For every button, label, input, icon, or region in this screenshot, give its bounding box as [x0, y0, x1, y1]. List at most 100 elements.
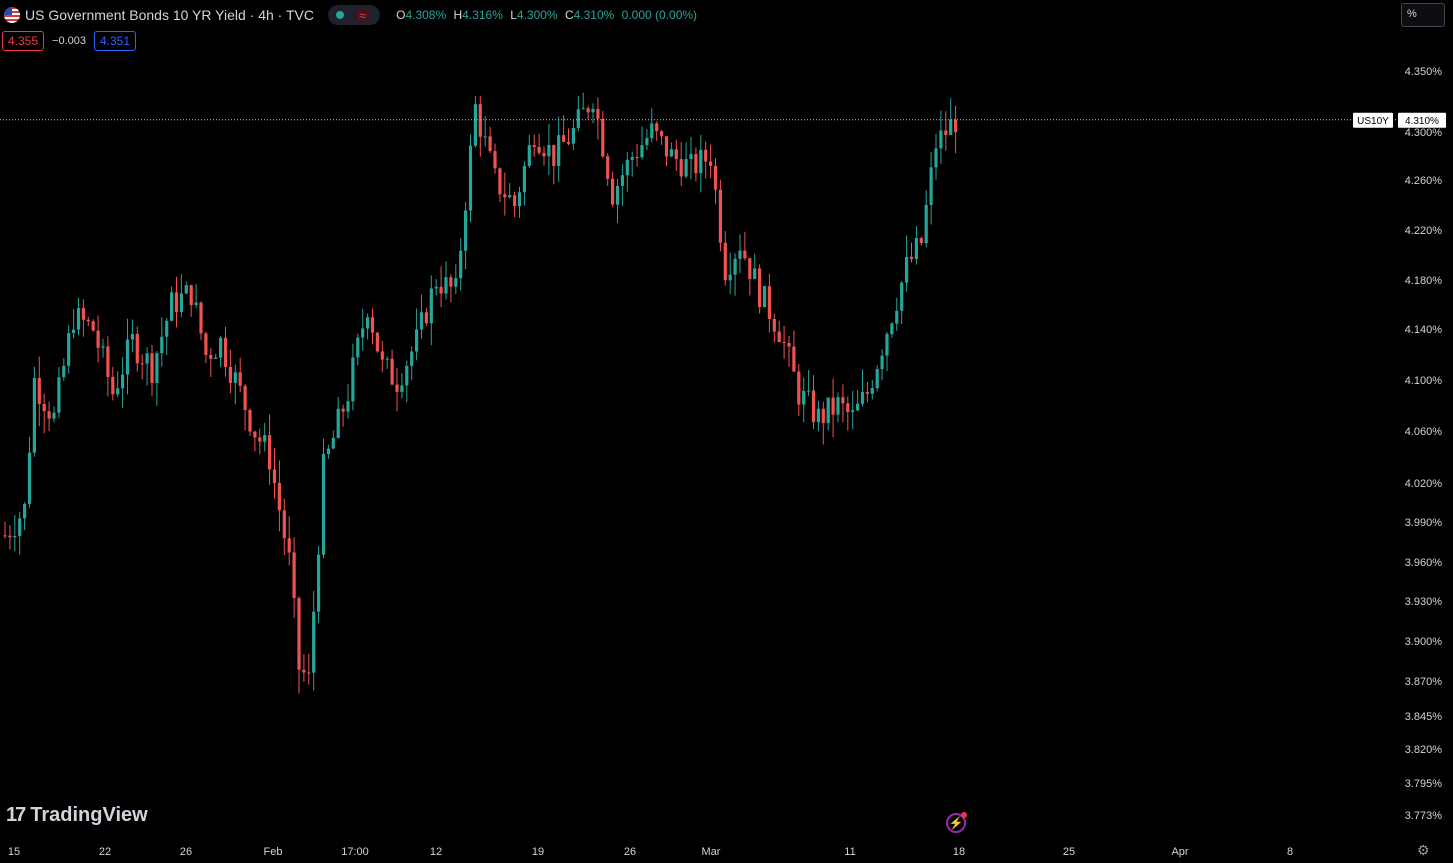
candle-body	[566, 141, 571, 144]
y-tick-label: 3.990%	[1405, 517, 1443, 529]
candle-body	[13, 536, 17, 538]
candle-body	[204, 333, 208, 355]
candle-body	[76, 308, 81, 330]
candle-body	[125, 339, 130, 375]
candle-body	[782, 341, 786, 343]
candle-body	[214, 357, 218, 359]
candle-body	[625, 159, 629, 176]
candle-body	[106, 346, 110, 377]
candle-body	[67, 333, 71, 366]
candle-body	[743, 250, 747, 259]
spread-value: −0.003	[52, 35, 86, 47]
candle-body	[361, 328, 365, 338]
y-tick-label: 3.845%	[1405, 711, 1443, 723]
settings-icon[interactable]: ⚙	[1417, 842, 1430, 858]
candle-body	[944, 130, 948, 136]
candle-body	[375, 332, 379, 352]
candle-body	[713, 165, 718, 190]
high-value: 4.316%	[462, 8, 503, 22]
last-price-label: 4.310%	[1405, 116, 1439, 127]
candle-body	[287, 538, 291, 553]
x-tick-label: 26	[624, 846, 636, 858]
status-pills[interactable]: ≈	[327, 5, 381, 25]
candle-body	[145, 353, 149, 364]
candle-body	[258, 437, 262, 442]
candle-body	[189, 285, 193, 306]
candle-body	[179, 293, 183, 313]
candle-body	[478, 104, 482, 137]
y-tick-label: 4.350%	[1405, 66, 1443, 78]
candle-body	[434, 286, 438, 289]
candle-body	[645, 138, 649, 146]
sell-price-button[interactable]: 4.355	[2, 31, 45, 51]
x-tick-label: 19	[532, 846, 544, 858]
buy-price-button[interactable]: 4.351	[93, 31, 137, 51]
candle-body	[27, 452, 32, 504]
high-label: H	[453, 8, 463, 22]
y-tick-label: 4.060%	[1405, 426, 1443, 438]
candle-body	[282, 510, 286, 539]
symbol-header[interactable]: US Government Bonds 10 YR Yield · 4h · T…	[4, 5, 701, 25]
candle-body	[346, 401, 350, 412]
candle-body	[317, 554, 321, 612]
symbol-title[interactable]: US Government Bonds 10 YR Yield · 4h · T…	[25, 7, 314, 23]
candle-body	[238, 372, 242, 386]
candle-body	[679, 159, 683, 177]
candle-body	[655, 123, 659, 132]
price-axis[interactable]: 4.350% 4.300% 4.260% 4.220% 4.180% 4.140% 4.10…	[1405, 66, 1443, 822]
candle-body	[307, 672, 311, 674]
candle-body	[905, 256, 909, 283]
wave-icon[interactable]: ≈	[353, 7, 372, 23]
candle-body	[165, 320, 169, 337]
candle-body	[410, 351, 414, 366]
candle-body	[341, 408, 345, 412]
x-tick-label: 15	[8, 846, 20, 858]
candle-body	[787, 342, 791, 347]
candle-body	[767, 286, 771, 319]
y-tick-label: 3.820%	[1405, 744, 1443, 756]
candle-body	[718, 189, 722, 243]
candle-body	[660, 131, 664, 137]
candle-body	[468, 145, 473, 211]
brand-name: TradingView	[30, 804, 148, 826]
candle-body	[493, 151, 497, 169]
candle-body	[184, 285, 188, 294]
close-value: 4.310%	[573, 8, 615, 22]
candle-body	[400, 385, 404, 392]
candle-body	[797, 371, 801, 405]
scale-percent-button[interactable]: %	[1401, 3, 1445, 27]
us-flag-icon	[4, 7, 20, 23]
candle-body	[738, 250, 742, 259]
candle-body	[228, 366, 232, 383]
candle-body	[116, 388, 120, 395]
candle-body	[591, 108, 595, 113]
candle-body	[121, 374, 125, 389]
candle-body	[934, 148, 938, 168]
candle-body	[571, 128, 575, 144]
candle-body	[449, 277, 453, 287]
candle-body	[606, 156, 610, 179]
candle-body	[503, 194, 507, 198]
candle-body	[405, 365, 409, 386]
candle-body	[424, 312, 428, 324]
candle-body	[18, 518, 22, 537]
tradingview-logo[interactable]: 17 TradingView	[6, 804, 148, 827]
candle-body	[209, 354, 213, 359]
low-label: L	[510, 8, 517, 22]
y-tick-label: 4.180%	[1405, 275, 1443, 287]
candle-body	[86, 319, 90, 322]
candle-body	[62, 365, 66, 378]
candle-body	[552, 144, 556, 166]
candle-body	[831, 397, 835, 415]
open-value: 4.308%	[405, 8, 447, 22]
candle-body	[954, 119, 958, 133]
candle-body	[816, 408, 820, 423]
candle-body	[611, 178, 615, 205]
time-axis[interactable]: 15 22 26 Feb 17:00 12 19 26 Mar 11 18 25 Apr 8	[8, 846, 1293, 858]
candle-body	[596, 108, 600, 119]
candle-body	[841, 397, 845, 404]
candle-body	[268, 435, 272, 470]
lightning-icon[interactable]: ⚡	[946, 812, 967, 833]
candle-body	[47, 411, 51, 419]
